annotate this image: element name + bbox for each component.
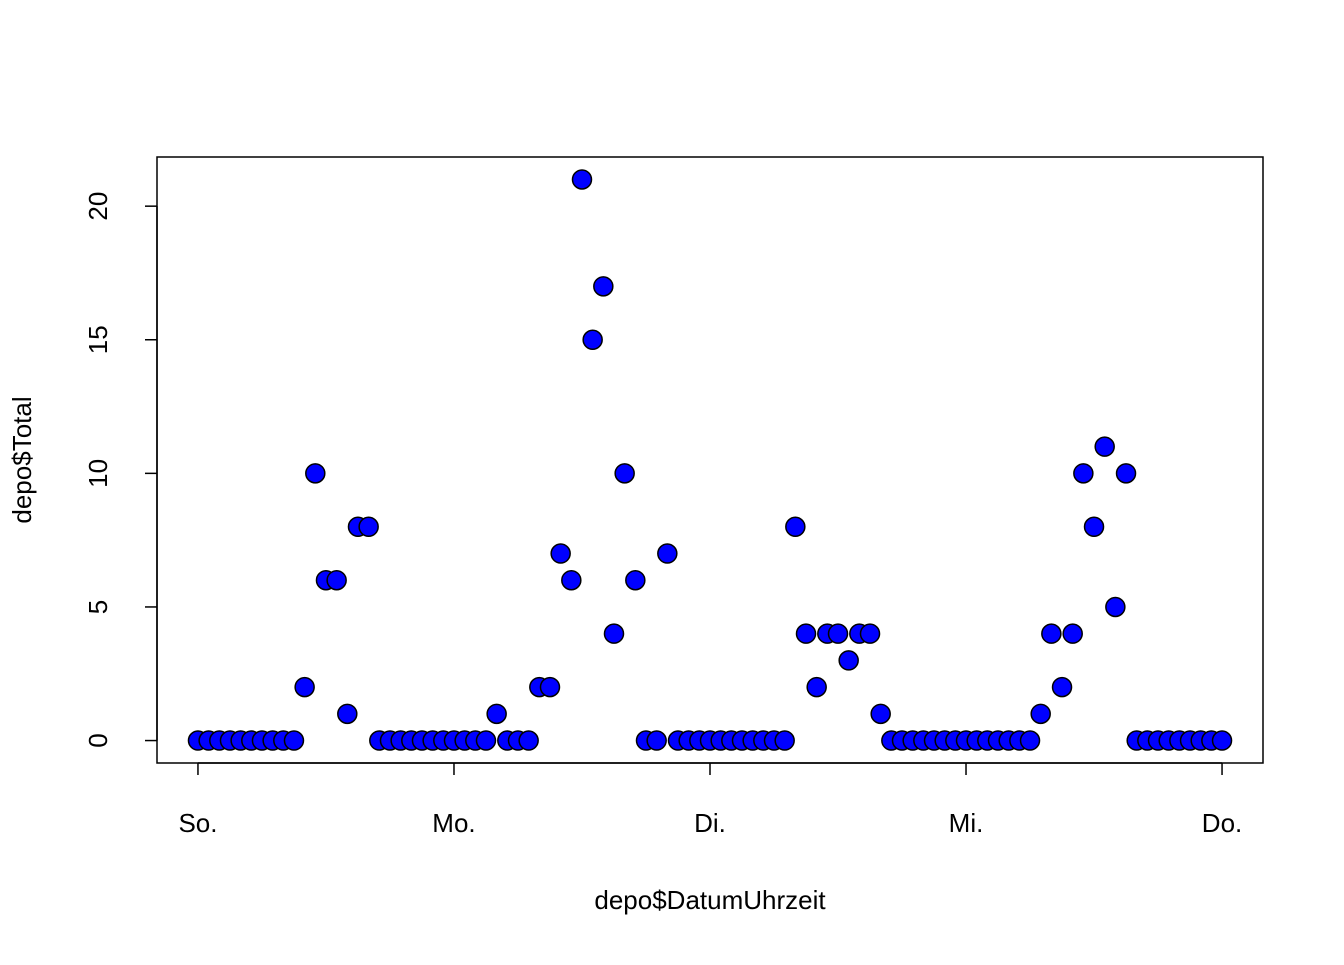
point: [518, 730, 539, 751]
y-tick-label: 10: [83, 459, 113, 488]
point: [870, 703, 891, 725]
point: [806, 676, 827, 698]
x-tick-label: Do.: [1202, 808, 1242, 838]
point: [1115, 463, 1137, 484]
point: [785, 516, 806, 538]
y-axis-label: depo$Total: [7, 396, 37, 523]
point: [1094, 436, 1115, 457]
point: [561, 569, 582, 591]
point: [1105, 596, 1126, 618]
point: [539, 676, 561, 698]
point: [337, 703, 358, 725]
point: [603, 623, 625, 644]
x-tick-label: Mi.: [949, 808, 984, 838]
point: [358, 516, 379, 538]
point: [475, 730, 497, 751]
point: [1211, 730, 1233, 751]
y-tick-label: 5: [83, 600, 113, 614]
point: [1019, 730, 1041, 751]
y-tick-label: 15: [83, 325, 113, 354]
point: [859, 623, 881, 644]
point: [582, 329, 603, 351]
y-tick-label: 20: [83, 192, 113, 221]
point: [838, 650, 859, 671]
x-tick-label: Di.: [694, 808, 726, 838]
point: [1073, 463, 1094, 484]
y-tick-label: 0: [83, 733, 113, 747]
point: [827, 623, 849, 644]
plot-box: [156, 156, 1264, 764]
point: [486, 703, 507, 725]
point: [614, 463, 635, 484]
point: [550, 543, 571, 564]
x-tick-label: So.: [178, 808, 217, 838]
point: [1062, 623, 1083, 644]
point: [1030, 703, 1051, 725]
point: [294, 676, 315, 698]
point: [625, 569, 646, 591]
point: [795, 623, 817, 644]
x-axis-label: depo$DatumUhrzeit: [594, 885, 826, 915]
point: [646, 730, 667, 751]
point: [1041, 623, 1062, 644]
point: [1083, 516, 1105, 538]
point: [657, 543, 678, 564]
x-tick-label: Mo.: [432, 808, 475, 838]
point: [283, 730, 305, 751]
point: [774, 730, 795, 751]
point: [571, 169, 593, 190]
point: [326, 569, 347, 591]
point: [593, 276, 614, 297]
point: [305, 463, 326, 484]
point: [1051, 676, 1073, 698]
